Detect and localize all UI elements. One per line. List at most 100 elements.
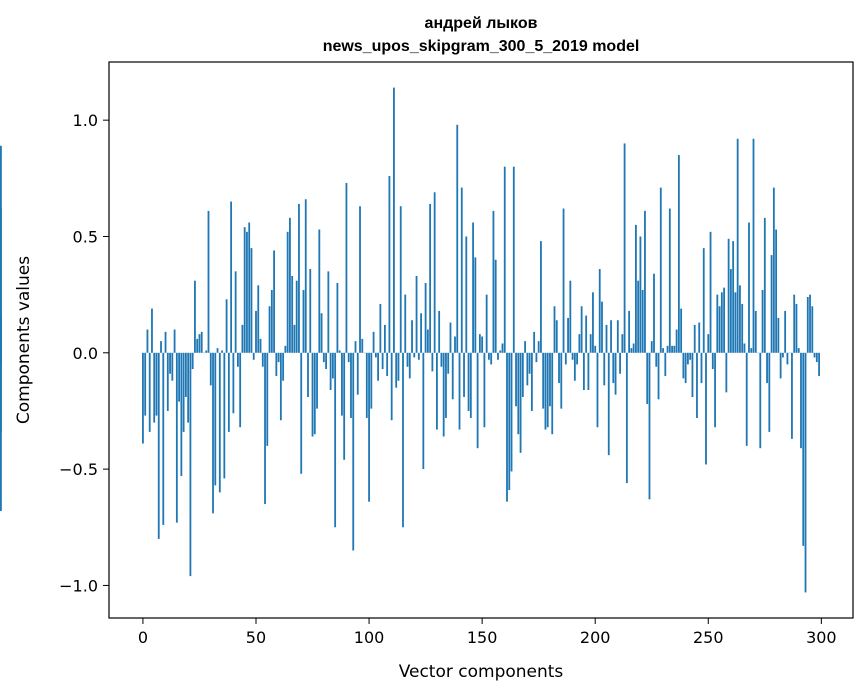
bar: [727, 238, 730, 353]
bar: [711, 352, 714, 370]
bar: [160, 341, 162, 353]
bar: [169, 352, 171, 374]
bar: [542, 352, 545, 409]
bar: [268, 306, 271, 353]
bar: [354, 341, 357, 353]
bar: [752, 138, 755, 353]
bar: [316, 352, 318, 409]
bar: [490, 352, 493, 365]
bar: [345, 182, 348, 353]
bar: [295, 280, 298, 353]
bar: [488, 352, 490, 360]
bar: [739, 285, 741, 353]
bar: [209, 352, 212, 386]
bar: [426, 329, 429, 353]
bar: [598, 269, 601, 353]
bar: [399, 206, 402, 353]
bar: [467, 352, 470, 411]
bar: [429, 203, 432, 353]
bar: [526, 352, 529, 386]
bar: [506, 352, 508, 502]
bar: [0, 145, 2, 353]
bar: [325, 352, 327, 370]
bar: [671, 345, 673, 353]
bar: [327, 271, 330, 353]
bar: [270, 289, 273, 353]
bar: [246, 231, 248, 353]
bar: [637, 280, 640, 353]
bar: [250, 248, 253, 353]
bar: [383, 324, 386, 353]
bar: [433, 192, 436, 353]
bar: [0, 352, 2, 432]
bar: [438, 310, 441, 353]
bar: [413, 352, 416, 358]
x-tick-label: 100: [354, 628, 385, 647]
bar: [720, 292, 723, 353]
bar: [784, 310, 787, 353]
bar: [551, 352, 554, 435]
bar: [164, 331, 167, 353]
bar: [309, 269, 312, 353]
bar: [252, 352, 255, 360]
bar: [625, 352, 628, 484]
bar: [460, 187, 463, 353]
bar: [555, 320, 558, 353]
bar: [227, 352, 230, 432]
bar: [571, 352, 574, 360]
bar: [813, 352, 816, 358]
y-tick-label: 0.0: [73, 344, 98, 363]
bar: [524, 341, 526, 353]
bar: [212, 352, 214, 514]
bar: [560, 352, 563, 409]
bar: [677, 155, 680, 353]
bar: [338, 350, 341, 353]
bar: [562, 208, 565, 353]
bar: [693, 324, 696, 353]
bar: [302, 289, 305, 353]
bar: [476, 352, 479, 449]
bar: [422, 352, 425, 470]
bar: [166, 352, 169, 411]
bar: [587, 352, 590, 391]
bar: [619, 352, 621, 374]
bar: [472, 222, 474, 353]
bar: [266, 352, 269, 446]
bar: [200, 331, 203, 353]
bar: [289, 217, 291, 353]
bar: [512, 166, 515, 353]
bar: [243, 227, 246, 353]
bar: [205, 350, 208, 353]
bar: [781, 352, 784, 358]
bar: [474, 257, 477, 353]
bar: [501, 343, 504, 353]
bar: [218, 352, 221, 493]
bar: [313, 352, 316, 435]
bar: [530, 352, 533, 411]
bar: [248, 222, 251, 353]
bar: [237, 352, 239, 367]
bar: [318, 229, 321, 353]
bar: [334, 352, 337, 528]
bar: [182, 352, 185, 432]
bar: [445, 352, 447, 418]
bar: [675, 329, 678, 353]
bar: [442, 352, 445, 437]
bar: [386, 352, 389, 377]
bar: [417, 352, 420, 360]
bar: [483, 352, 486, 428]
bar: [806, 296, 809, 353]
bar: [232, 352, 235, 414]
bar: [336, 283, 339, 353]
bar: [300, 352, 303, 474]
bar: [528, 352, 531, 374]
bar: [234, 271, 237, 353]
bar: [157, 352, 160, 539]
bar: [275, 352, 278, 377]
bar: [216, 348, 219, 353]
bar: [259, 338, 262, 353]
bar: [361, 338, 364, 353]
bar: [0, 352, 2, 363]
bar: [465, 236, 468, 353]
bar: [440, 352, 443, 367]
